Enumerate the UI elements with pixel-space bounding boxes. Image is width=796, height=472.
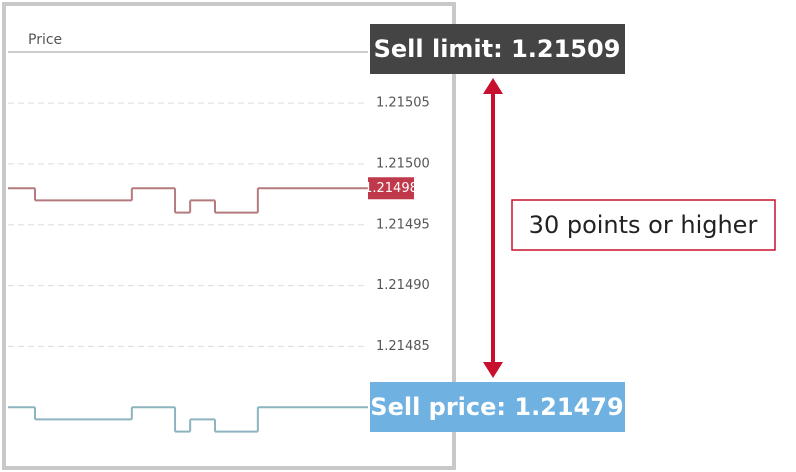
sell-limit-box — [370, 24, 625, 74]
distance-box — [511, 199, 776, 251]
y-tick-label: 1.21500 — [376, 156, 430, 171]
current-price-box — [368, 177, 414, 200]
y-tick-label: 1.21490 — [376, 278, 430, 293]
arrow-head-down — [483, 362, 503, 378]
sell-price-box — [370, 382, 625, 432]
y-axis-label: Price — [28, 32, 62, 48]
y-tick-label: 1.21495 — [376, 217, 430, 232]
arrow-head-up — [483, 78, 503, 94]
sell-limit-label: Sell limit: 1.21509 — [374, 35, 621, 63]
y-tick-label: 1.21505 — [376, 96, 430, 111]
current-price-label: 1.21498 — [364, 181, 418, 196]
distance-label: 30 points or higher — [529, 211, 758, 239]
y-tick-label: 1.21485 — [376, 339, 430, 354]
sell-price-label: Sell price: 1.21479 — [370, 393, 623, 421]
plot-area: 1.21485 1.21490 1.21495 1.21500 1.21505 1.214… — [8, 96, 430, 433]
